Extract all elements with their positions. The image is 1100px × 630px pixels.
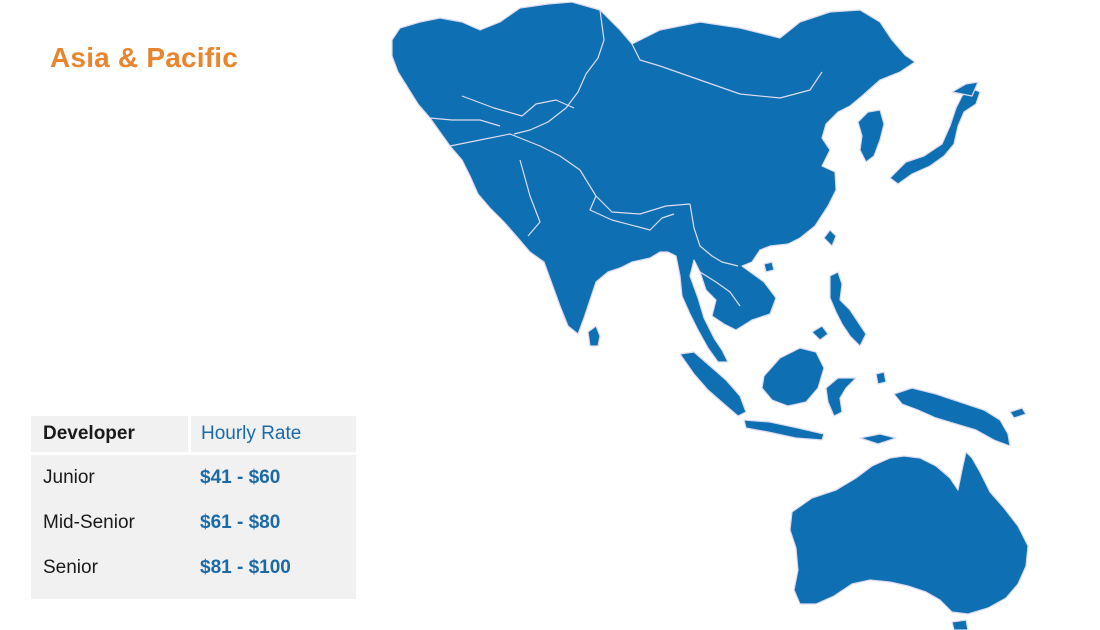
page-title: Asia & Pacific [50, 42, 238, 73]
hourly-rate-cell: $41 - $60 [200, 466, 281, 488]
developer-column-header: Developer [43, 423, 135, 444]
hourly-rate-cell: $81 - $100 [200, 556, 291, 578]
table-header-row: Developer Hourly Rate [31, 416, 356, 455]
developer-level-cell: Mid-Senior [43, 511, 135, 533]
asia-pacific-map [391, 1, 1029, 630]
asia-mainland-shape [391, 1, 916, 363]
table-row: Senior $81 - $100 [31, 545, 356, 590]
developer-level-cell: Junior [43, 466, 95, 488]
papua-shape [893, 387, 1011, 447]
australia-shape [789, 451, 1029, 615]
developer-level-cell: Senior [43, 556, 98, 578]
table-row: Mid-Senior $61 - $80 [31, 500, 356, 545]
japan-shape [889, 87, 981, 185]
table-row: Junior $41 - $60 [31, 455, 356, 500]
hourly-rate-column-header: Hourly Rate [188, 416, 356, 452]
philippines-shape [829, 271, 867, 347]
hourly-rate-table: Developer Hourly Rate Junior $41 - $60 M… [31, 416, 356, 599]
indonesia-shape [679, 351, 747, 417]
hourly-rate-cell: $61 - $80 [200, 511, 281, 533]
sri-lanka-shape [587, 325, 601, 347]
taiwan-shape [823, 229, 837, 247]
korea-shape [857, 109, 885, 163]
